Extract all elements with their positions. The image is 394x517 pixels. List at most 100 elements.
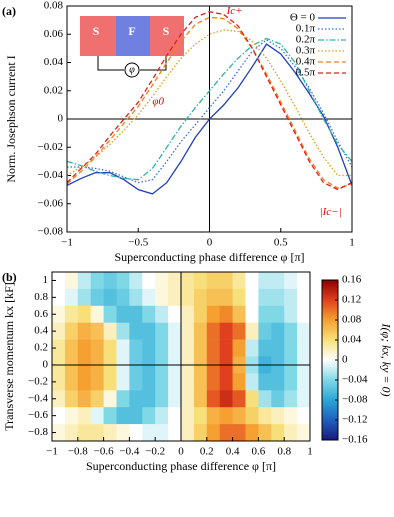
heat-cell bbox=[297, 288, 311, 307]
heat-cell bbox=[155, 272, 169, 290]
plot-frame bbox=[66, 5, 353, 233]
heat-cell bbox=[129, 322, 143, 340]
inset-phase-circle bbox=[124, 62, 140, 78]
heat-cell bbox=[258, 305, 272, 323]
heat-cell bbox=[193, 390, 208, 408]
colorbar-tick-label: −0.04 bbox=[342, 374, 368, 386]
y-tick-label: 0.08 bbox=[44, 0, 64, 12]
x-tick-label: 1 bbox=[349, 237, 355, 249]
heat-cell bbox=[142, 322, 156, 340]
annotation: Ic+ bbox=[226, 5, 243, 17]
heat-cell bbox=[258, 322, 272, 340]
heat-cell bbox=[77, 305, 91, 323]
heat-cell bbox=[168, 272, 182, 290]
heat-cell bbox=[181, 288, 195, 307]
heat-cell bbox=[206, 424, 220, 442]
heat-cell bbox=[168, 373, 182, 391]
heat-cell bbox=[77, 390, 91, 408]
heat-cell bbox=[232, 390, 246, 408]
heat-cell bbox=[297, 424, 311, 442]
inset-circuit bbox=[97, 56, 167, 71]
heat-cell bbox=[64, 288, 79, 307]
heat-cell bbox=[206, 339, 220, 357]
x-tick-label: 0.2 bbox=[200, 446, 214, 458]
heat-cell bbox=[77, 322, 91, 340]
heat-cell bbox=[232, 288, 246, 307]
heat-cell bbox=[90, 305, 104, 323]
heat-cell bbox=[181, 305, 195, 323]
x-tick-label: 0.8 bbox=[277, 446, 291, 458]
heat-cell bbox=[232, 305, 246, 323]
x-tick-label: 0.4 bbox=[226, 446, 240, 458]
inset-label: S bbox=[163, 24, 170, 38]
heat-cell bbox=[206, 305, 220, 323]
y-tick-label: −0.02 bbox=[38, 141, 63, 153]
heat-cell bbox=[129, 305, 143, 323]
y-tick-label: −0.04 bbox=[38, 169, 64, 181]
heat-cell bbox=[181, 272, 195, 290]
y-tick-label: −0.06 bbox=[38, 197, 64, 209]
heat-cell bbox=[219, 339, 233, 357]
heat-cell bbox=[206, 407, 220, 425]
y-tick-label: 0.6 bbox=[34, 308, 48, 320]
heat-cell bbox=[181, 424, 195, 442]
heat-cell bbox=[52, 322, 66, 340]
heat-cell bbox=[271, 390, 285, 408]
heat-cell bbox=[181, 339, 195, 357]
heat-cell bbox=[232, 272, 246, 290]
heat-cell bbox=[219, 322, 233, 340]
heat-cell bbox=[64, 373, 79, 391]
legend-label: 0.1π bbox=[296, 23, 316, 35]
x-tick-label: 0 bbox=[178, 446, 184, 458]
x-tick-label: −1 bbox=[46, 446, 58, 458]
plot-frame bbox=[51, 271, 311, 442]
heat-cell bbox=[116, 390, 130, 408]
heat-cell bbox=[232, 407, 246, 425]
heat-cell bbox=[271, 339, 285, 357]
heat-cell bbox=[52, 390, 66, 408]
legend-label: Θ = 0 bbox=[290, 12, 316, 24]
heat-cell bbox=[168, 424, 182, 442]
y-tick-label: −0.8 bbox=[28, 426, 48, 438]
heat-cell bbox=[90, 339, 104, 357]
heat-cell bbox=[258, 390, 272, 408]
heat-cell bbox=[271, 305, 285, 323]
x-tick-label: −1 bbox=[61, 237, 73, 249]
y-tick-label: −0.08 bbox=[38, 226, 64, 238]
heat-cell bbox=[155, 390, 169, 408]
heat-cell bbox=[155, 424, 169, 442]
heat-cell bbox=[206, 272, 220, 290]
heat-cell bbox=[52, 339, 66, 357]
heat-cell bbox=[232, 424, 246, 442]
heat-cell bbox=[181, 390, 195, 408]
legend-label: 0.2π bbox=[296, 34, 316, 46]
y-axis-label: Norm. Josephson current I bbox=[4, 55, 18, 182]
heat-cell bbox=[77, 339, 91, 357]
heat-cell bbox=[219, 424, 233, 442]
heat-cell bbox=[90, 288, 104, 307]
heat-cell bbox=[168, 407, 182, 425]
heat-cell bbox=[297, 305, 311, 323]
inset-label: S bbox=[93, 24, 100, 38]
heat-cell bbox=[206, 288, 220, 307]
heat-cell bbox=[52, 424, 66, 442]
inset-s-right bbox=[150, 16, 184, 56]
colorbar-tick-label: 0 bbox=[342, 354, 348, 366]
heat-cell bbox=[77, 373, 91, 391]
heat-cell bbox=[155, 322, 169, 340]
heat-cell bbox=[297, 390, 311, 408]
heat-cell bbox=[193, 288, 208, 307]
y-tick-label: 0.4 bbox=[34, 325, 48, 337]
heat-cell bbox=[64, 272, 79, 290]
heat-cell bbox=[245, 288, 259, 307]
x-tick-label: 0.6 bbox=[252, 446, 266, 458]
heat-cell bbox=[155, 339, 169, 357]
heat-cell bbox=[103, 305, 117, 323]
x-tick-label: −0.5 bbox=[128, 237, 148, 249]
heat-cell bbox=[129, 272, 143, 290]
series-line bbox=[66, 43, 353, 195]
heat-cell bbox=[271, 424, 285, 442]
heat-cell bbox=[103, 407, 117, 425]
heat-cell bbox=[142, 373, 156, 391]
heat-cell bbox=[168, 339, 182, 357]
